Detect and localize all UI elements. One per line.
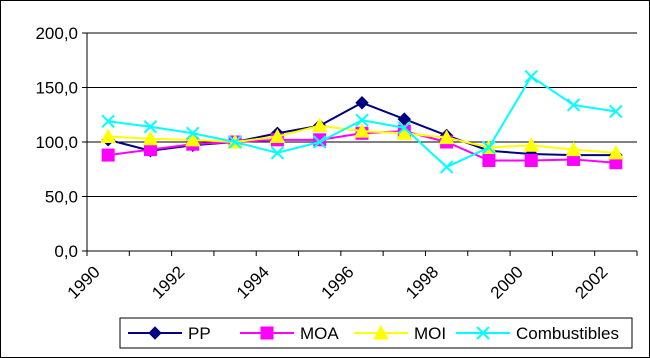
data-point [269, 128, 286, 144]
data-point [311, 117, 328, 133]
legend-marker [373, 324, 389, 340]
data-point [354, 123, 370, 138]
y-tick-label: 0,0 [54, 242, 78, 261]
data-point [101, 114, 115, 128]
legend-label: MOA [300, 324, 339, 343]
data-point [228, 135, 242, 149]
legend-item-moi: MOI [354, 324, 446, 343]
legend-item-combustibles: Combustibles [456, 324, 619, 343]
data-point [397, 121, 412, 135]
data-point [438, 129, 455, 145]
data-point [439, 160, 454, 174]
data-point [143, 120, 158, 134]
data-point [270, 146, 285, 160]
y-tick-labels: 0,0 50,0 100,0 150,0 200,0 [35, 24, 78, 261]
legend-item-pp: PP [128, 324, 211, 343]
data-point [186, 126, 200, 140]
data-point [566, 98, 581, 112]
data-point [142, 130, 159, 146]
data-point [524, 154, 538, 168]
data-point [482, 154, 496, 168]
series-combustibles [101, 69, 623, 174]
y-tick-label: 50,0 [45, 188, 78, 207]
legend-label: PP [188, 324, 211, 343]
data-point [355, 96, 369, 110]
data-point [482, 140, 496, 155]
data-point [100, 128, 116, 144]
axes [82, 32, 638, 256]
legend-marker [148, 326, 162, 340]
series-group [100, 69, 624, 174]
legend-item-moa: MOA [240, 324, 339, 343]
legend-marker [260, 326, 274, 340]
data-point [101, 148, 115, 162]
legend-marker [476, 326, 490, 340]
legend-label: Combustibles [516, 324, 619, 343]
data-point [565, 141, 582, 157]
data-point [524, 69, 538, 84]
data-point [355, 113, 369, 127]
data-point [608, 144, 624, 160]
y-tick-label: 150,0 [35, 79, 78, 98]
data-point [184, 131, 201, 147]
y-tick-label: 200,0 [35, 24, 78, 43]
data-point [143, 143, 157, 157]
data-point [312, 135, 327, 149]
legend-label: MOI [414, 324, 446, 343]
grid [87, 32, 637, 197]
data-point [523, 137, 540, 152]
legend: PP MOA MOI Combustibles [119, 317, 633, 349]
y-tick-label: 100,0 [35, 133, 78, 152]
data-point [609, 104, 623, 119]
data-point [396, 125, 413, 140]
